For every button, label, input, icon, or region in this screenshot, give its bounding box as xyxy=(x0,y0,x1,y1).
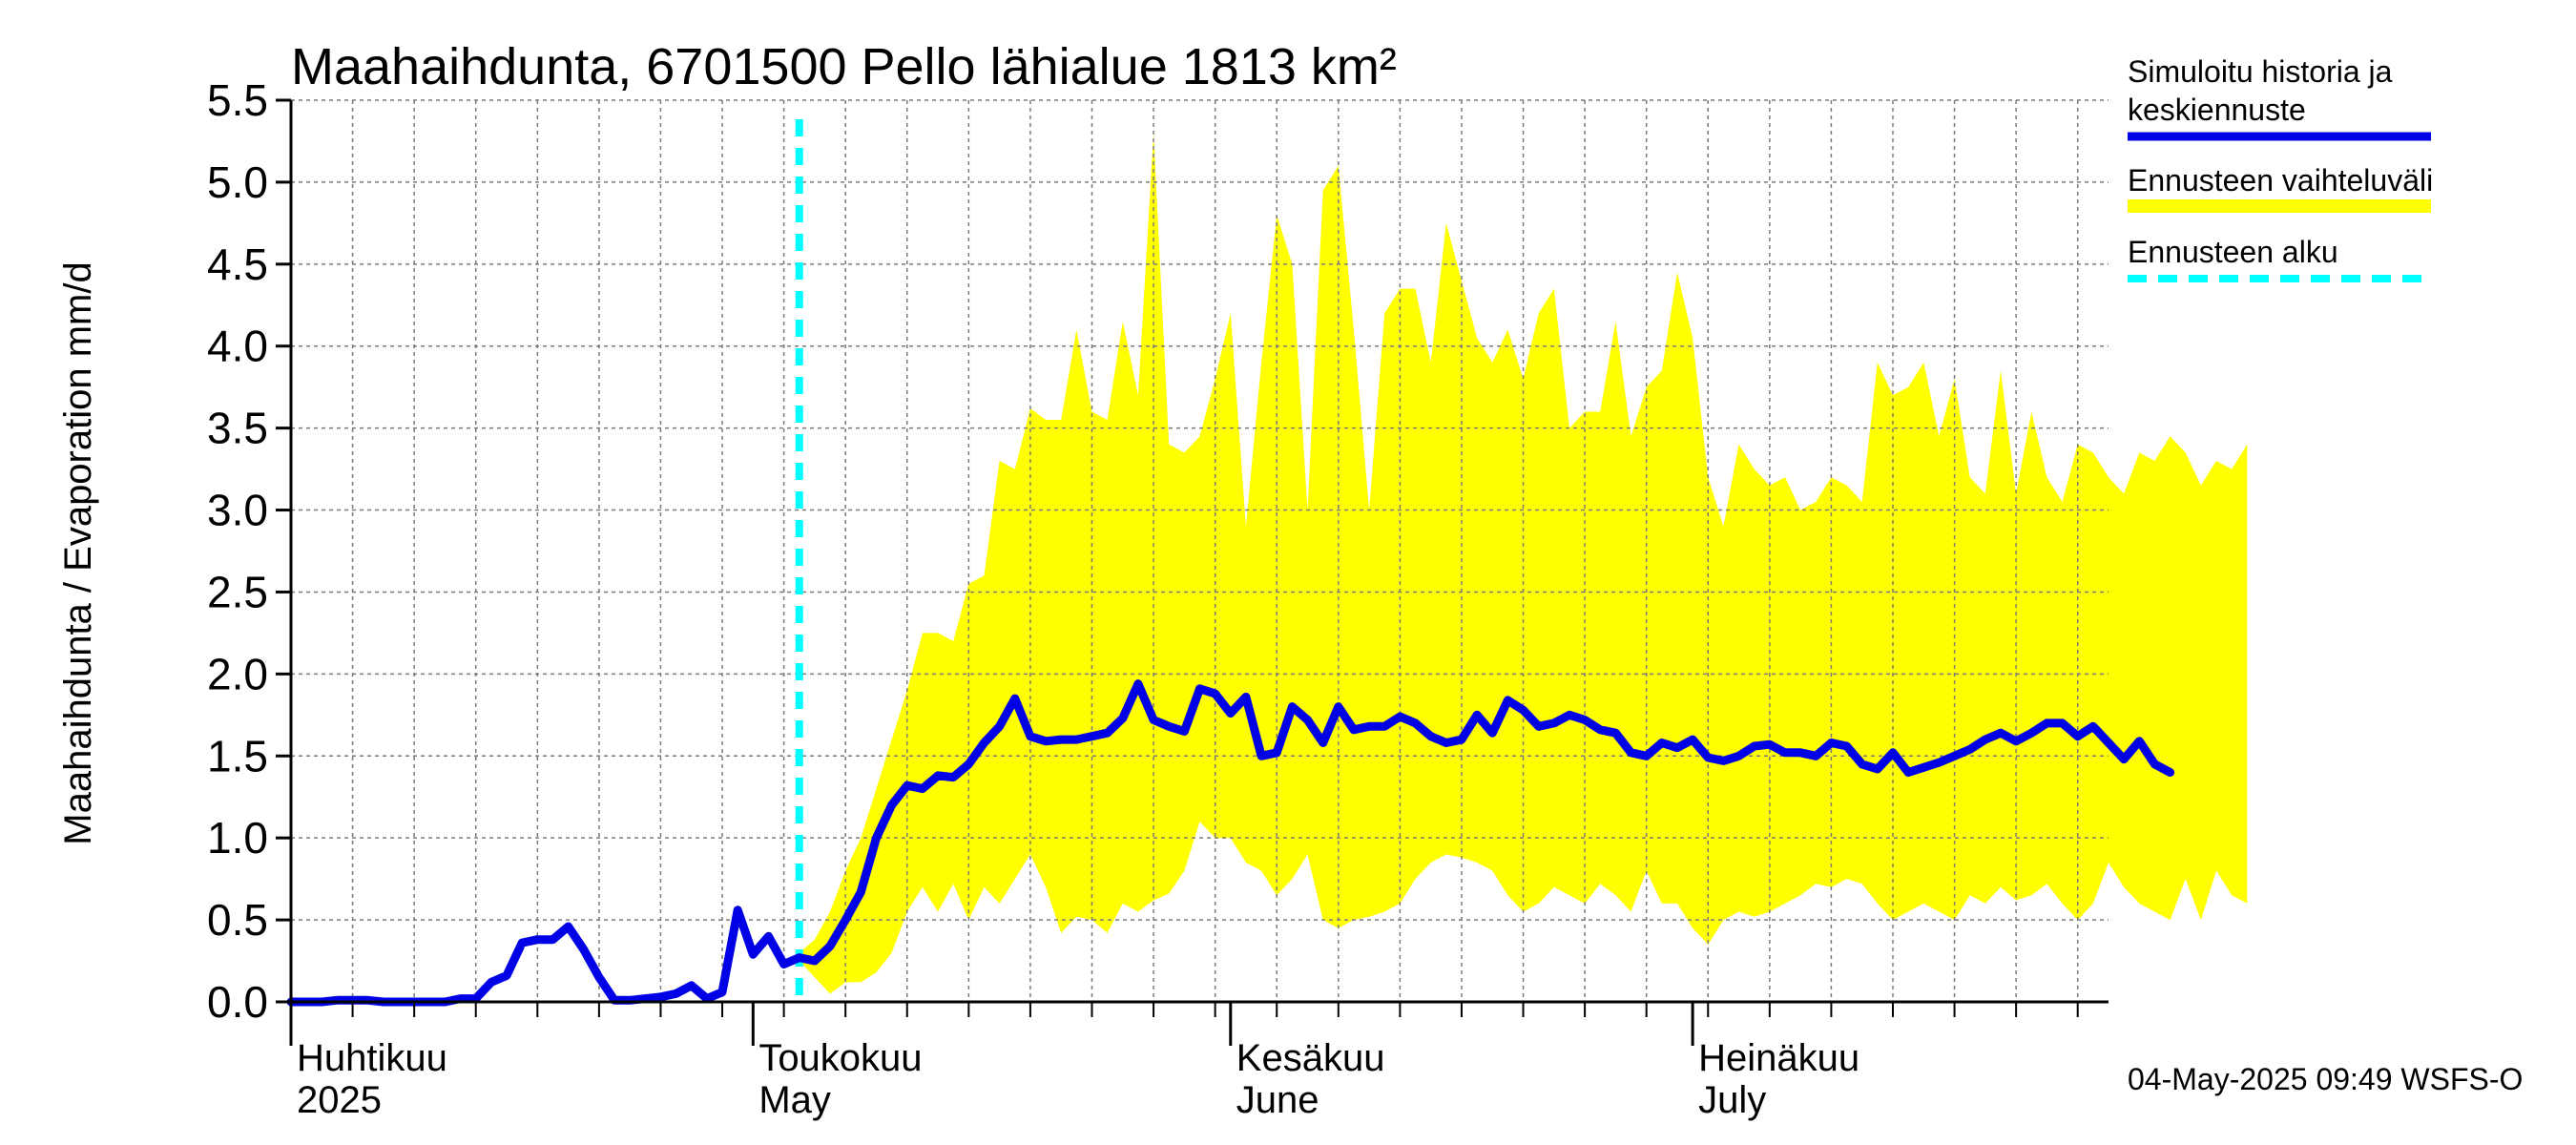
forecast-range-layer xyxy=(799,133,2248,994)
y-tick-label: 2.0 xyxy=(207,649,268,698)
grid-layer xyxy=(291,99,2109,1003)
y-tick-label: 3.5 xyxy=(207,404,268,453)
x-month-label: Huhtikuu xyxy=(297,1037,447,1079)
y-tick-label: 3.0 xyxy=(207,486,268,535)
forecast-range-band xyxy=(799,133,2248,994)
y-tick-label: 1.5 xyxy=(207,731,268,781)
y-tick-label: 2.5 xyxy=(207,567,268,616)
axis-layer: 0.0 0.5 1.0 1.5 2.0 2.5 3.0 3.5 4.0 4.5 5.0 5.5 Huht… xyxy=(207,75,2109,1121)
x-month-sublabel: July xyxy=(1698,1079,1766,1121)
history-series-line xyxy=(286,679,2175,1007)
x-month-sublabel: June xyxy=(1236,1079,1319,1121)
x-month-label: Kesäkuu xyxy=(1236,1037,1385,1079)
y-tick-label: 5.0 xyxy=(207,157,268,207)
y-tick-label: 0.0 xyxy=(207,977,268,1027)
x-month-label: Toukokuu xyxy=(758,1037,922,1079)
y-tick-label: 4.5 xyxy=(207,239,268,289)
x-month-label: Heinäkuu xyxy=(1698,1037,1859,1079)
legend-history-label-line1: Simuloitu historia ja xyxy=(2128,54,2393,89)
legend-history-label-line2: keskiennuste xyxy=(2128,93,2306,127)
history-line-layer xyxy=(286,679,2175,1007)
x-month-sublabel: May xyxy=(758,1079,831,1121)
legend: Simuloitu historia ja keskiennuste Ennus… xyxy=(2128,54,2433,282)
y-tick-label: 1.0 xyxy=(207,813,268,863)
chart-title: Maahaihdunta, 6701500 Pello lähialue 181… xyxy=(291,38,1397,95)
timestamp-footer: 04-May-2025 09:49 WSFS-O xyxy=(2128,1062,2523,1096)
y-tick-label: 5.5 xyxy=(207,75,268,125)
legend-forecast-start-label: Ennusteen alku xyxy=(2128,235,2338,269)
y-axis-title: Maahaihdunta / Evaporation mm/d xyxy=(57,261,99,844)
legend-range-label: Ennusteen vaihteluväli xyxy=(2128,163,2433,198)
x-month-sublabel: 2025 xyxy=(297,1079,382,1121)
y-tick-label: 4.0 xyxy=(207,322,268,371)
y-tick-label: 0.5 xyxy=(207,895,268,945)
